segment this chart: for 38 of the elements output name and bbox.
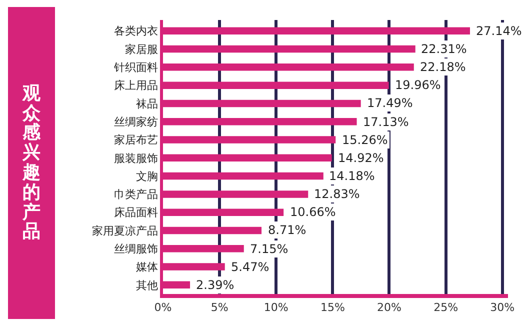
data-label: 19.96% bbox=[395, 78, 441, 92]
data-label: 17.49% bbox=[367, 96, 413, 110]
title-banner: 观众感兴趣的产品 bbox=[8, 7, 55, 319]
y-tick-label: 家居服 bbox=[124, 42, 158, 56]
x-tick-label: 20% bbox=[377, 301, 402, 314]
y-tick-label: 其他 bbox=[136, 278, 158, 292]
data-label: 12.83% bbox=[314, 187, 360, 201]
y-tick-label: 文胸 bbox=[136, 170, 158, 183]
data-label: 14.18% bbox=[329, 169, 375, 183]
y-tick-label: 丝绸家纺 bbox=[114, 115, 158, 128]
data-label: 22.18% bbox=[420, 60, 466, 74]
data-label: 14.92% bbox=[338, 151, 384, 165]
x-tick-label: 10% bbox=[264, 301, 288, 314]
y-tick-label: 床上用品 bbox=[114, 79, 158, 92]
y-tick-label: 袜品 bbox=[136, 97, 158, 110]
y-tick-label: 媒体 bbox=[136, 260, 158, 274]
data-label: 5.47% bbox=[231, 260, 270, 274]
data-label: 2.39% bbox=[196, 278, 234, 292]
data-label: 22.31% bbox=[421, 42, 467, 56]
x-tick-label: 5% bbox=[210, 301, 228, 314]
y-tick-label: 各类内衣 bbox=[114, 24, 158, 38]
x-tick-label: 25% bbox=[434, 301, 458, 314]
data-label: 15.26% bbox=[342, 133, 388, 147]
y-tick-label: 针织面料 bbox=[112, 61, 158, 74]
y-tick-label: 服装服饰 bbox=[114, 152, 158, 165]
data-label: 7.15% bbox=[250, 242, 288, 256]
y-tick-label: 家用夏凉产品 bbox=[92, 224, 158, 238]
x-tick-label: 15% bbox=[320, 301, 345, 314]
data-label: 27.14% bbox=[476, 24, 522, 38]
data-label: 8.71% bbox=[268, 223, 306, 237]
y-tick-label: 床品面料 bbox=[114, 206, 158, 220]
data-label: 10.66% bbox=[290, 205, 336, 219]
x-tick-label: 0% bbox=[154, 301, 172, 314]
data-label: 17.13% bbox=[363, 115, 409, 129]
y-tick-label: 家居布艺 bbox=[114, 134, 158, 147]
y-tick-label: 丝绸服饰 bbox=[114, 242, 158, 256]
x-tick-label: 30% bbox=[490, 301, 515, 314]
y-tick-label: 巾类产品 bbox=[114, 188, 158, 202]
